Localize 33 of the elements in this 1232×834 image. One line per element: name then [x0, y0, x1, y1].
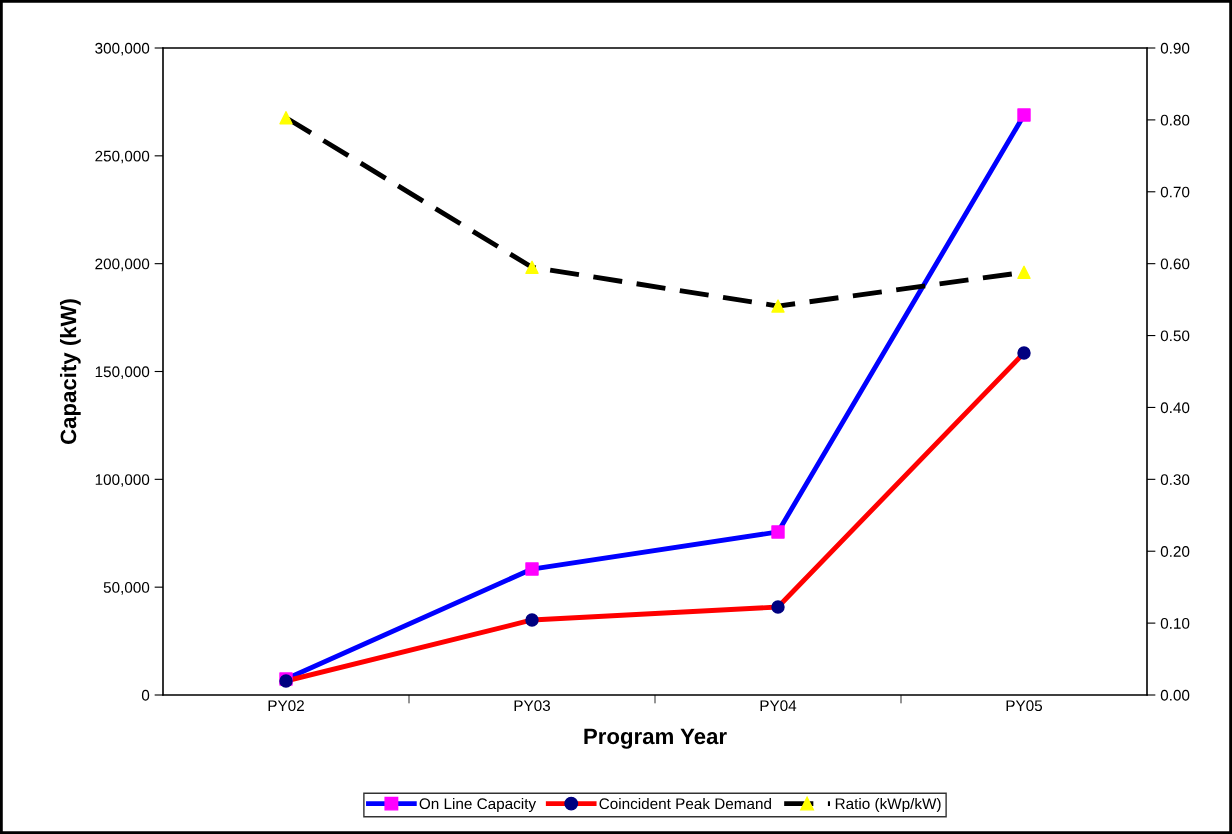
- y2-tick-label: 0.70: [1160, 186, 1190, 198]
- y2-tick-label: 0.00: [1160, 689, 1190, 701]
- point: [525, 562, 539, 576]
- y-tick-label: 150,000: [95, 366, 150, 379]
- point: [771, 299, 785, 313]
- x-axis-title: Program Year: [584, 728, 727, 749]
- y2-tick-label: 0.40: [1160, 402, 1190, 414]
- x-tick-label: PY02: [268, 700, 304, 712]
- y2-tick-label: 0.60: [1160, 258, 1190, 270]
- point: [279, 111, 293, 125]
- point: [771, 525, 785, 539]
- legend-label: On Line Capacity: [419, 797, 537, 813]
- y2-tick-label: 0.30: [1160, 474, 1190, 486]
- point: [1017, 108, 1031, 122]
- point: [525, 260, 539, 274]
- y2-tick-label: 0.80: [1160, 114, 1190, 126]
- legend-label: Coincident Peak Demand: [599, 797, 771, 810]
- y2-tick-label: 0.90: [1160, 42, 1190, 54]
- y-tick-label: 50,000: [103, 582, 150, 595]
- point: [1017, 265, 1031, 280]
- y-tick-label: 250,000: [95, 150, 150, 164]
- y-tick-label: 0: [141, 689, 150, 701]
- x-tick-label: PY05: [1006, 700, 1043, 712]
- x-tick-label: PY03: [514, 700, 551, 712]
- y-tick-label: 300,000: [95, 42, 150, 56]
- y-axis-title: Capacity (kW): [59, 299, 81, 445]
- y2-tick-label: 0.10: [1160, 617, 1190, 629]
- legend-label: Ratio (kWp/kW): [835, 797, 941, 813]
- y2-tick-label: 0.20: [1160, 546, 1190, 557]
- y2-tick-label: 0.50: [1160, 330, 1190, 342]
- y-tick-label: 200,000: [95, 258, 150, 272]
- x-tick-label: PY04: [760, 700, 797, 712]
- y-tick-label: 100,000: [95, 474, 150, 487]
